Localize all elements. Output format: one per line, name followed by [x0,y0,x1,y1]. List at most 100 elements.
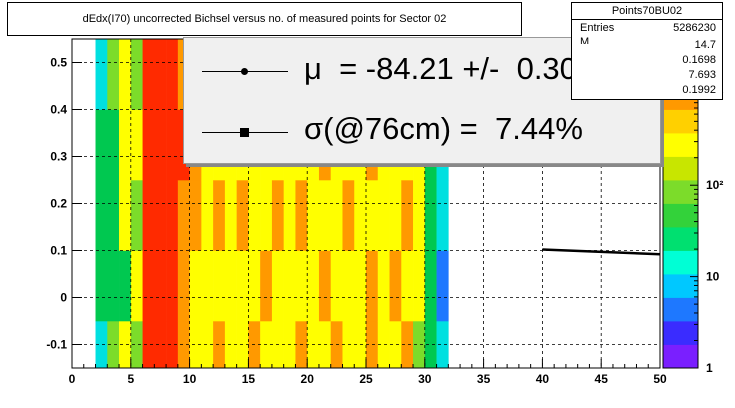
z-tick-label: 10² [706,178,723,192]
heatmap-cell [424,180,437,251]
heatmap-cell [283,180,296,251]
heatmap-cell [177,321,190,369]
x-tick-label: 40 [536,372,550,386]
stats-row-value: 14.7 [694,39,716,51]
heatmap-cell [318,180,332,251]
heatmap-cell [283,250,296,322]
y-tick-label: 0.5 [50,56,67,70]
z-tick-label: 1 [706,361,713,375]
heatmap-cell [342,250,355,322]
stats-entries-value: 5286230 [673,22,716,34]
palette-swatch [663,180,698,204]
heatmap-cell [342,180,355,251]
heatmap-cell [318,250,332,322]
heatmap-cell [142,39,155,110]
heatmap-cell [119,250,132,322]
palette-swatch [663,133,698,157]
x-tick-label: 5 [127,372,134,386]
palette-swatch [663,274,698,298]
heatmap-cell [224,180,237,251]
stats-row-value: 0.1698 [682,54,716,66]
legend-text-sigma: σ(@76cm) = 7.44% [304,111,583,146]
legend-marker-square [240,128,249,137]
x-tick-label: 20 [301,372,315,386]
heatmap-cell [189,250,202,322]
heatmap-cell [248,180,261,251]
heatmap-cell [271,180,284,251]
heatmap-cell [354,180,367,251]
heatmap-cell [330,250,343,322]
heatmap-cell [401,250,414,322]
heatmap-cell [389,321,402,369]
stats-box: Points70BU02 Entries 5286230 M 14.7 0.16… [571,2,723,100]
heatmap-cell [166,39,179,110]
heatmap-cell [107,180,120,251]
heatmap-cell [401,180,414,251]
y-tick-label: 0.3 [50,150,67,164]
x-tick-label: 45 [595,372,609,386]
heatmap-cell [95,39,108,110]
palette-swatch [663,250,698,275]
heatmap-cell [213,321,226,369]
x-tick-label: 0 [69,372,76,386]
heatmap-cell [154,109,167,181]
heatmap-cell [213,180,226,251]
z-tick-label: 10 [706,270,720,284]
heatmap-cell [295,180,308,251]
heatmap-cell [95,180,108,251]
heatmap-cell [389,250,402,322]
heatmap-cell [107,39,120,110]
heatmap-cell [107,250,120,322]
heatmap-cell [377,180,390,251]
y-axis: -0.1 0 0.1 0.2 0.3 0.4 0.5 [46,56,82,352]
heatmap-cell [130,109,143,181]
palette-swatch [663,321,698,345]
heatmap-cell [154,39,167,110]
heatmap-cell [119,180,132,251]
heatmap-cell [436,321,449,369]
heatmap-cell [95,250,108,322]
heatmap-cell [248,250,261,322]
heatmap-cell [224,250,237,322]
heatmap-cell [201,250,214,322]
heatmap-cell [119,39,132,110]
palette-swatch [663,227,698,251]
heatmap-cell [107,109,120,181]
heatmap-cell [307,250,320,322]
heatmap-cell [142,109,155,181]
heatmap-cell [154,321,167,369]
chart-title: dEdx(I70) uncorrected Bichsel versus no.… [82,13,447,25]
x-axis: 0 5 10 15 20 25 30 35 40 45 50 [69,359,667,386]
heatmap-cell [119,109,132,181]
heatmap-cell [154,180,167,251]
stats-row-label: M [580,36,590,44]
heatmap-cell [271,250,284,322]
heatmap-cell [166,321,179,369]
heatmap-cell [201,180,214,251]
palette-swatch [663,297,698,322]
x-tick-label: 15 [242,372,256,386]
heatmap-cell [236,250,249,322]
heatmap-cell [130,39,143,110]
x-tick-label: 10 [183,372,197,386]
palette-swatch [663,156,698,181]
heatmap-cell [154,250,167,322]
heatmap-cell [401,321,414,369]
x-tick-label: 30 [418,372,432,386]
heatmap-cell [189,321,202,369]
y-tick-label: 0.4 [50,103,67,117]
heatmap-cell [166,250,179,322]
x-tick-label: 35 [477,372,491,386]
legend-text-mu: μ = -84.21 +/- 0.30 % [304,51,614,86]
fit-line-segment [542,248,661,256]
heatmap-cell [130,180,143,251]
heatmap-cell [142,321,155,369]
stats-entries-label: Entries [580,22,615,34]
heatmap-cell [189,180,202,251]
heatmap-cell [107,321,120,369]
stats-row-value: 7.693 [688,69,716,81]
heatmap-cell [366,250,379,322]
heatmap-cell [260,180,273,251]
heatmap-cell [177,250,190,322]
heatmap-cell [424,321,437,369]
